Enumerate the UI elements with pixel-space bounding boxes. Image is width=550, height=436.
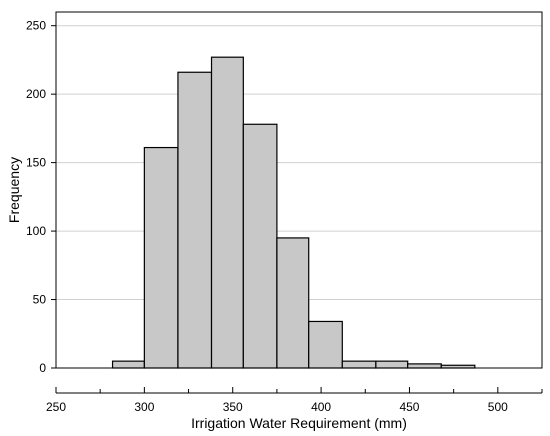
histogram-bar — [341, 360, 377, 369]
x-axis-ticks: 250 300 350 400 450 500 — [46, 387, 543, 414]
x-tick-label: 350 — [223, 400, 243, 414]
y-tick-label: 200 — [26, 87, 46, 101]
y-tick-label: 100 — [26, 224, 46, 238]
x-tick-label: 250 — [46, 400, 66, 414]
histogram-bars — [111, 56, 476, 369]
x-tick-label: 400 — [311, 400, 331, 414]
y-axis-ticks: 0 50 100 150 200 250 — [26, 19, 56, 375]
y-axis-title: Frequency — [6, 157, 22, 223]
histogram-bar — [407, 363, 442, 369]
histogram-bar — [177, 71, 213, 369]
plot-frame — [55, 11, 543, 369]
histogram-bar — [276, 237, 310, 369]
x-tick-label: 300 — [134, 400, 154, 414]
x-tick-label: 500 — [488, 400, 508, 414]
histogram-bar — [111, 360, 145, 369]
histogram-bar — [143, 146, 179, 369]
x-tick-label: 450 — [399, 400, 419, 414]
histogram-bar — [308, 320, 343, 369]
y-tick-label: 250 — [26, 19, 46, 33]
histogram-bar — [375, 360, 409, 369]
y-tick-label: 150 — [26, 156, 46, 170]
y-tick-label: 0 — [39, 361, 46, 375]
histogram-bar — [210, 56, 244, 369]
x-axis-title: Irrigation Water Requirement (mm) — [191, 415, 407, 431]
y-tick-label: 50 — [33, 293, 47, 307]
histogram-bar — [242, 123, 278, 369]
